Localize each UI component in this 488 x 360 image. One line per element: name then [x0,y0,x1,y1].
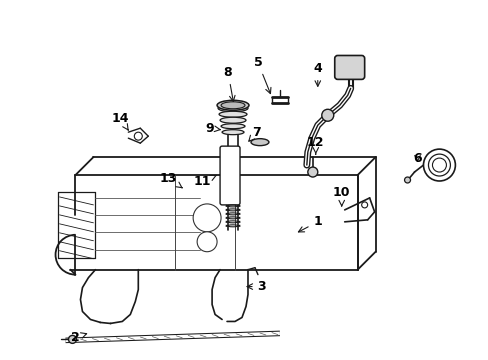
Text: 4: 4 [313,62,322,86]
Ellipse shape [220,117,245,123]
Circle shape [431,158,446,172]
Ellipse shape [217,100,248,110]
Text: 13: 13 [159,171,182,188]
Circle shape [307,167,317,177]
Text: 3: 3 [246,280,266,293]
Ellipse shape [221,102,244,109]
Ellipse shape [218,105,247,112]
Text: 8: 8 [224,66,235,101]
Circle shape [197,232,217,252]
Text: 6: 6 [412,152,421,165]
Ellipse shape [219,111,246,117]
Ellipse shape [222,130,244,135]
Text: 10: 10 [332,186,350,206]
Text: 7: 7 [248,126,261,141]
Text: 11: 11 [193,175,216,189]
Text: 2: 2 [71,331,86,344]
Circle shape [404,177,410,183]
Circle shape [134,132,142,140]
Circle shape [68,336,76,343]
Text: 12: 12 [306,136,324,154]
Ellipse shape [250,139,268,146]
FancyBboxPatch shape [220,146,240,205]
Circle shape [361,202,367,208]
Text: 1: 1 [298,215,322,232]
Text: 14: 14 [111,112,129,130]
Circle shape [427,154,449,176]
Ellipse shape [221,124,244,129]
Text: 9: 9 [205,122,220,135]
FancyBboxPatch shape [334,55,364,80]
Circle shape [423,149,454,181]
Circle shape [321,109,333,121]
Circle shape [193,204,221,232]
Text: 5: 5 [253,56,270,94]
